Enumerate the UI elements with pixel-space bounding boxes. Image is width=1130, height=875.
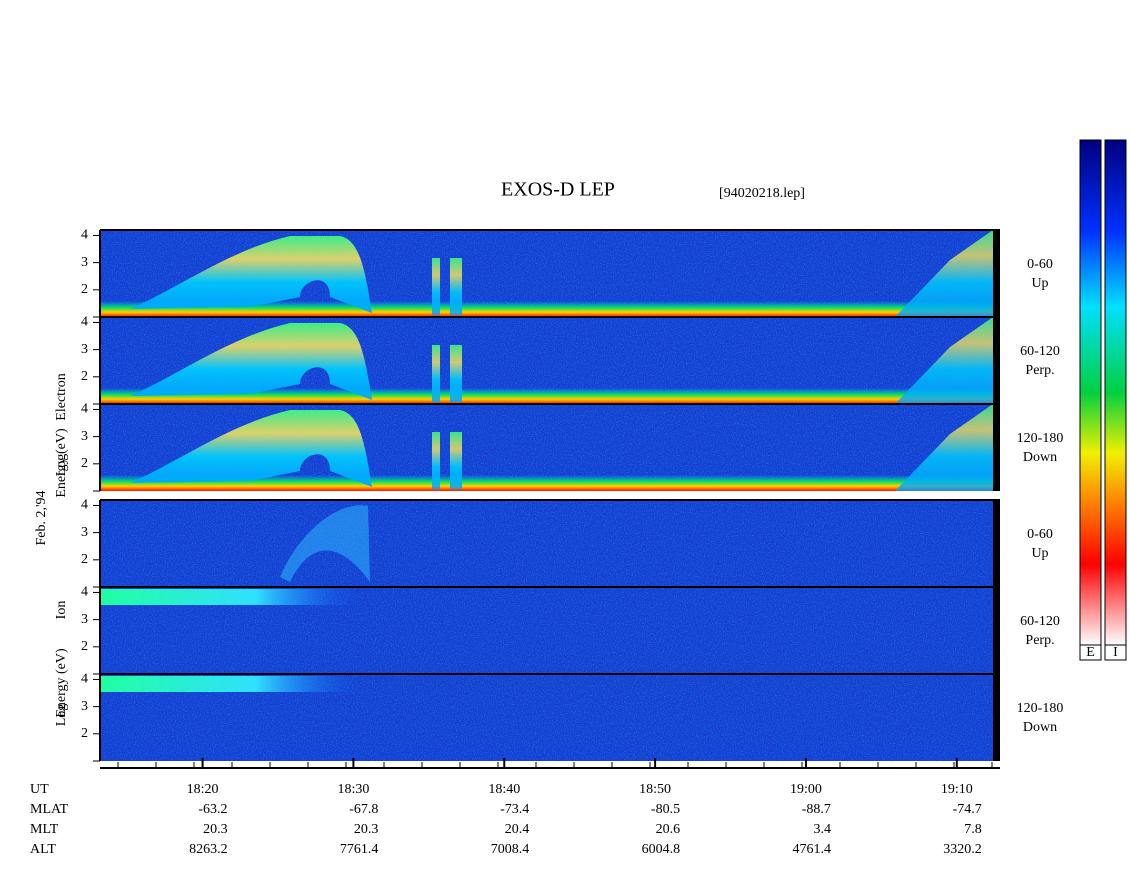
x-axis-label: UT <box>30 782 49 797</box>
ion-band <box>100 676 360 692</box>
y-tick-label: 3 <box>81 525 88 540</box>
flux-arc <box>280 505 370 582</box>
chart-title: EXOS-D LEP <box>501 179 615 201</box>
x-tick-label: 18:30 <box>337 782 369 797</box>
y-tick-label: 2 <box>81 282 88 297</box>
colorbar-label: I <box>1113 645 1118 660</box>
ephemeris-value: -67.8 <box>349 802 378 817</box>
ephemeris-name: MLAT <box>30 802 69 817</box>
panel-angle: 120-180 <box>1017 701 1064 716</box>
flux-burst <box>432 258 440 315</box>
flux-burst <box>432 345 440 402</box>
colorbar <box>1079 139 1102 646</box>
file-name: [94020218.lep] <box>719 186 805 201</box>
ephemeris-value: 20.6 <box>656 822 681 837</box>
ephemeris-value: -73.4 <box>500 802 529 817</box>
panel-direction: Up <box>1031 276 1048 291</box>
y-tick-label: 4 <box>81 672 88 687</box>
ephemeris-value: 8263.2 <box>189 842 228 857</box>
x-tick-label: 19:10 <box>941 782 973 797</box>
colorbar-label-box <box>1104 644 1127 661</box>
ephemeris-value: -63.2 <box>198 802 227 817</box>
y-tick-label: 4 <box>81 315 88 330</box>
flux-burst <box>432 432 440 489</box>
colorbar <box>1104 139 1127 646</box>
ephemeris-value: 7761.4 <box>340 842 379 857</box>
x-tick-label: 18:50 <box>639 782 671 797</box>
y-tick-label: 4 <box>81 498 88 513</box>
y-tick-label: 2 <box>81 456 88 471</box>
panel-direction: Down <box>1023 720 1057 735</box>
flux-arc <box>130 323 372 400</box>
colorbar-label: E <box>1086 645 1095 660</box>
y-axis-label: Electron <box>54 373 69 420</box>
panel-edge <box>993 674 1000 761</box>
flux-burst <box>450 432 462 489</box>
panel-angle: 120-180 <box>1017 431 1064 446</box>
flux-base <box>100 475 993 491</box>
flux-right <box>895 230 993 317</box>
ion-band <box>100 589 360 605</box>
noise <box>100 500 993 587</box>
y-axis-label: Log <box>54 454 69 477</box>
panel-edge <box>993 587 1000 674</box>
panel-edge <box>993 317 1000 404</box>
y-tick-label: 3 <box>81 342 88 357</box>
panel-angle: 0-60 <box>1027 527 1053 542</box>
y-tick-label: 4 <box>81 228 88 243</box>
ephemeris-value: 7008.4 <box>491 842 530 857</box>
y-tick-label: 2 <box>81 369 88 384</box>
ephemeris-value: 3320.2 <box>943 842 982 857</box>
y-axis-label: Ion <box>54 601 69 620</box>
date-label: Feb. 2,'94 <box>34 490 49 545</box>
ephemeris-value: -80.5 <box>651 802 680 817</box>
ephemeris-name: MLT <box>30 822 59 837</box>
ephemeris-value: 4761.4 <box>792 842 831 857</box>
x-tick-label: 19:00 <box>790 782 822 797</box>
flux-burst <box>450 345 462 402</box>
colorbar-label-box <box>1079 644 1102 661</box>
y-tick-label: 4 <box>81 585 88 600</box>
x-tick-label: 18:20 <box>187 782 219 797</box>
panel-angle: 60-120 <box>1020 344 1060 359</box>
flux-arc <box>130 236 372 313</box>
flux-right <box>895 404 993 491</box>
y-tick-label: 3 <box>81 429 88 444</box>
y-tick-label: 3 <box>81 612 88 627</box>
flux-right <box>895 317 993 404</box>
panel-direction: Up <box>1031 546 1048 561</box>
ephemeris-value: 20.3 <box>354 822 379 837</box>
panel-edge <box>993 230 1000 317</box>
y-axis-label: Energy (eV) <box>54 648 69 718</box>
y-tick-label: 3 <box>81 699 88 714</box>
y-tick-label: 2 <box>81 552 88 567</box>
panel-edge <box>993 500 1000 587</box>
panel-angle: 0-60 <box>1027 257 1053 272</box>
ephemeris-name: ALT <box>30 842 56 857</box>
panel-angle: 60-120 <box>1020 614 1060 629</box>
y-axis-label: Log <box>54 704 69 727</box>
panel-direction: Perp. <box>1025 633 1054 648</box>
ephemeris-value: 20.4 <box>505 822 530 837</box>
panel-direction: Down <box>1023 450 1057 465</box>
ephemeris-value: 20.3 <box>203 822 228 837</box>
panel-direction: Perp. <box>1025 363 1054 378</box>
y-tick-label: 2 <box>81 726 88 741</box>
flux-burst <box>450 258 462 315</box>
ephemeris-value: 7.8 <box>964 822 982 837</box>
x-tick-label: 18:40 <box>488 782 520 797</box>
flux-base <box>100 388 993 404</box>
y-tick-label: 3 <box>81 255 88 270</box>
y-tick-label: 2 <box>81 639 88 654</box>
ephemeris-value: -88.7 <box>802 802 831 817</box>
panel-edge <box>993 404 1000 491</box>
y-tick-label: 4 <box>81 402 88 417</box>
flux-arc <box>130 410 372 487</box>
ephemeris-value: 6004.8 <box>642 842 681 857</box>
flux-base <box>100 301 993 317</box>
y-axis-label: Energy (eV) <box>54 428 69 498</box>
ephemeris-value: -74.7 <box>953 802 982 817</box>
ephemeris-value: 3.4 <box>813 822 831 837</box>
